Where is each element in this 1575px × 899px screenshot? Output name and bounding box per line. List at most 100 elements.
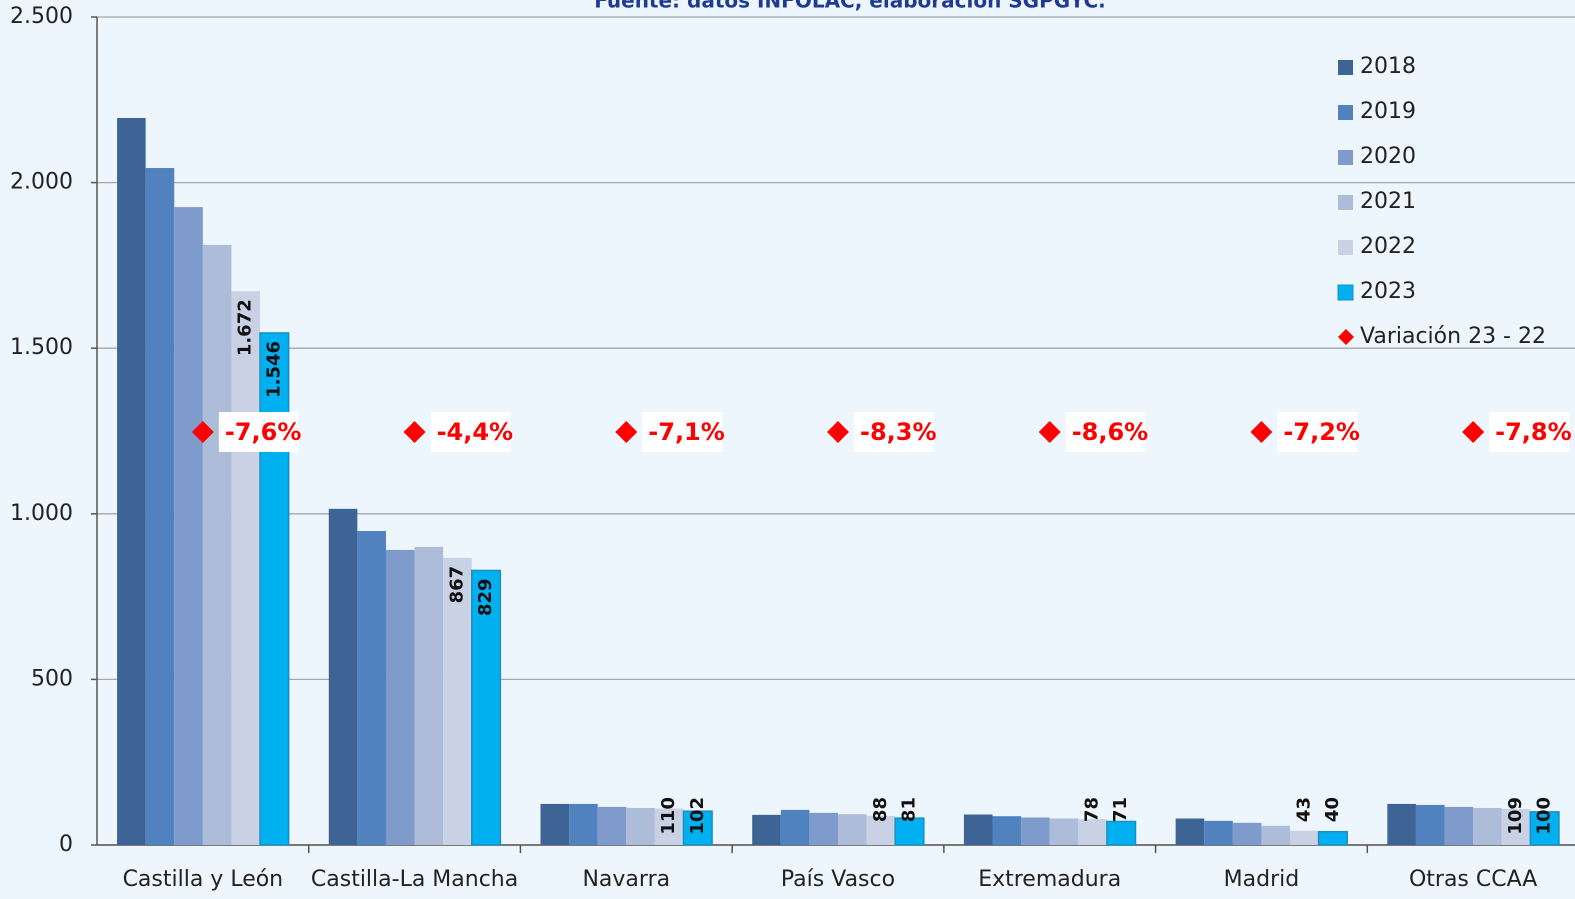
bar [1049,818,1079,845]
x-tick-label: País Vasco [781,867,895,892]
data-label-box [1489,412,1570,452]
bar [809,812,838,845]
variation-marker [403,421,426,443]
data-label: -7,8% [1495,418,1572,446]
x-tick-label: Navarra [582,867,670,892]
bar [231,291,261,845]
bar [259,332,290,846]
legend-label: 2019 [1360,99,1416,124]
data-label: 102 [687,797,708,835]
data-label: -4,4% [437,418,514,446]
x-tick-label: Extremadura [978,867,1121,892]
legend-swatch [1338,240,1353,255]
bar [597,806,627,845]
chart-subtitle: Fuente: datos INFOLAC, elaboración SGPGY… [594,0,1106,13]
bar [1529,811,1560,846]
legend-swatch [1337,284,1354,301]
bar [1501,808,1531,845]
legend-label: 2021 [1360,189,1416,214]
bar [443,557,472,845]
bar [202,244,232,845]
bar [1261,825,1291,845]
bar [752,814,781,845]
data-label: 71 [1110,797,1131,822]
bar [780,809,810,845]
x-tick-label: Madrid [1224,867,1300,892]
legend-swatch [1338,329,1354,345]
data-label: -8,3% [860,418,937,446]
bar [838,814,867,845]
variation-marker [1250,421,1273,443]
data-label: 100 [1534,797,1555,835]
bar [654,808,684,845]
bar [1204,820,1233,845]
bar [626,807,655,845]
y-tick-label: 1.500 [10,335,73,360]
data-label-box [1065,412,1146,452]
data-label: -7,6% [225,418,302,446]
variation-marker [1462,421,1485,443]
bar [540,803,570,845]
data-label: -7,2% [1283,418,1360,446]
data-label-box [642,412,723,452]
bar [1175,818,1205,845]
bar [1444,806,1474,845]
y-tick-label: 2.500 [10,4,73,29]
bar [357,531,386,845]
x-tick-label: Castilla y León [123,867,284,892]
data-label: 88 [870,797,891,822]
bar [174,207,203,846]
variation-marker [827,421,849,443]
bar [1290,830,1319,845]
bar [145,168,175,845]
bar [1232,822,1262,845]
data-label: 829 [475,578,496,616]
data-label: 78 [1082,797,1103,822]
variation-marker [615,421,638,443]
bar [992,816,1022,845]
legend-label: 2022 [1360,234,1416,259]
y-tick-label: 500 [31,666,73,691]
y-tick-label: 2.000 [10,170,73,195]
variation-marker [1038,421,1061,443]
legend-label: 2020 [1360,144,1416,169]
bar [963,814,993,845]
data-label-box [1277,412,1358,452]
bar [866,815,896,845]
legend-swatch [1338,150,1353,165]
legend-swatch [1338,60,1353,75]
legend-swatch [1338,105,1353,120]
data-label: 1.672 [235,299,256,356]
data-label-box [854,412,934,452]
data-label-box [430,412,511,452]
bar [117,118,146,846]
data-label: 40 [1322,797,1343,822]
legend-label: 2023 [1360,279,1416,304]
data-label: 867 [446,566,467,604]
variation-marker [191,421,214,443]
data-label: 1.546 [263,341,284,398]
bar [1317,831,1348,846]
data-label: -7,1% [648,418,725,446]
y-tick-label: 0 [59,832,73,857]
bar [682,810,713,846]
bar [385,549,415,845]
data-label: 110 [658,797,679,835]
data-label: -8,6% [1072,418,1149,446]
bar [1415,804,1445,845]
y-tick-label: 1.000 [10,501,73,526]
data-label-box [218,412,299,452]
legend-label: Variación 23 - 22 [1360,324,1546,349]
bar [1387,803,1416,845]
data-label: 81 [899,797,920,822]
bar [328,508,358,845]
data-label: 43 [1293,797,1314,822]
data-label: 109 [1505,797,1526,835]
bar [1473,807,1502,845]
x-tick-label: Otras CCAA [1409,867,1537,892]
bar [894,817,925,846]
bar [1106,820,1137,846]
bar [414,546,444,845]
